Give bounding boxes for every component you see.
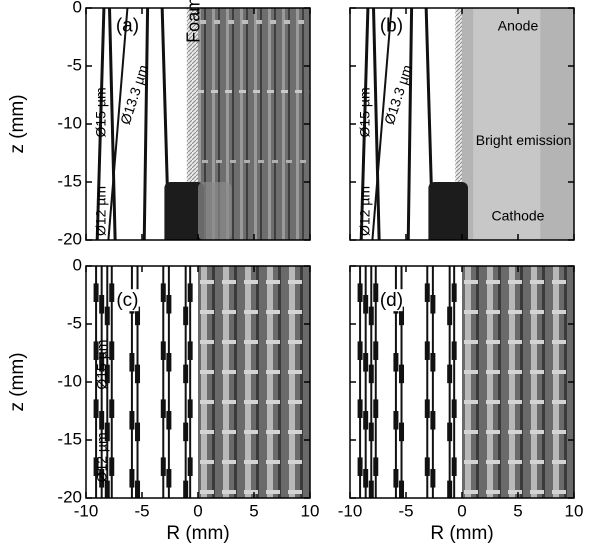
y-axis-label: z (mm) xyxy=(7,94,28,153)
y-tick-label: -5 xyxy=(67,55,82,74)
y-tick-label: -15 xyxy=(57,429,82,448)
x-tick-label: 0 xyxy=(457,501,466,520)
y-tick-label: -20 xyxy=(57,229,82,248)
y-tick-label: -10 xyxy=(57,113,82,132)
y-axis-label: z (mm) xyxy=(7,352,28,411)
foam-image xyxy=(462,266,574,498)
x-tick-label: -10 xyxy=(74,501,99,520)
annotation: Ø15 µm xyxy=(94,340,110,390)
x-tick-label: -5 xyxy=(398,501,413,520)
x-tick-label: 5 xyxy=(513,501,522,520)
annotation: Cathode xyxy=(492,208,545,224)
y-tick-label: -15 xyxy=(57,171,82,190)
x-tick-label: -5 xyxy=(134,501,149,520)
annotation: Ø12 µm xyxy=(356,186,372,236)
annotation: Bright emission xyxy=(476,132,572,148)
foam-image xyxy=(198,266,310,498)
y-tick-label: -20 xyxy=(57,487,82,506)
annotation: Ø12 µm xyxy=(94,432,110,482)
electrode xyxy=(164,182,204,240)
glow xyxy=(473,8,541,240)
panel-image xyxy=(359,8,574,240)
wire xyxy=(372,8,381,240)
foam xyxy=(186,8,198,240)
panel-label: (c) xyxy=(116,290,138,311)
x-tick-label: 10 xyxy=(301,501,320,520)
electrode xyxy=(428,182,468,240)
y-tick-label: 0 xyxy=(73,255,82,274)
panel-image xyxy=(93,266,310,498)
label-bg xyxy=(380,289,403,312)
panel: -10 -5 0 5 10 0 -5 -10 -15 -20 (c) z (mm) R (mm) Ø15 … xyxy=(7,255,319,544)
panel-label: (b) xyxy=(380,16,403,37)
wire xyxy=(142,8,150,240)
panel-image xyxy=(95,8,310,240)
x-tick-label: 0 xyxy=(193,501,202,520)
panel-label: (d) xyxy=(380,290,403,311)
panel-image xyxy=(357,266,574,498)
wire xyxy=(371,8,393,240)
x-axis-label: R (mm) xyxy=(430,523,493,544)
foam xyxy=(455,8,462,240)
y-tick-label: -10 xyxy=(57,371,82,390)
electrode-shade xyxy=(198,182,232,240)
wire xyxy=(95,8,106,240)
x-axis-label: R (mm) xyxy=(166,523,229,544)
annotation: Ø15 µm xyxy=(356,87,372,137)
x-tick-label: 5 xyxy=(249,501,258,520)
panel-label: (a) xyxy=(116,16,139,37)
y-tick-label: 0 xyxy=(73,0,82,16)
y-tick-label: -5 xyxy=(67,313,82,332)
x-tick-label: -10 xyxy=(338,501,363,520)
panel: -10 -5 0 5 10 (d) R (mm) xyxy=(338,265,584,544)
x-tick-label: 10 xyxy=(565,501,584,520)
annotation: Ø15 µm xyxy=(92,87,108,137)
annotation: Foam xyxy=(183,0,203,43)
wire xyxy=(107,8,129,240)
wire xyxy=(359,8,370,240)
wire xyxy=(108,8,117,240)
annotation: Ø12 µm xyxy=(92,186,108,236)
label-bg xyxy=(116,289,139,312)
annotation: Anode xyxy=(498,17,539,33)
wire xyxy=(406,8,414,240)
